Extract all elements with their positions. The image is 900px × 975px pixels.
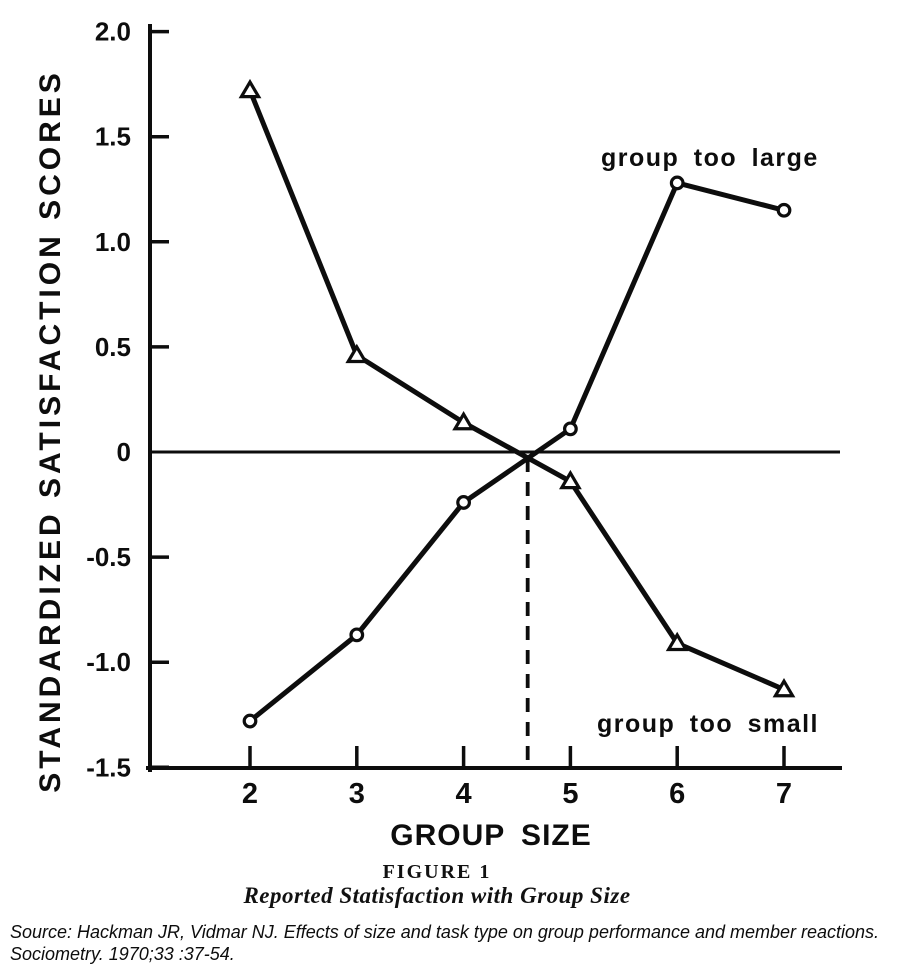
y-tick-label: 0.5 [95, 332, 131, 362]
circle-marker [349, 627, 365, 643]
line-group-too-large [247, 180, 787, 724]
satisfaction-line-chart: 2.0 1.5 1.0 0.5 0 -0.5 -1.0 -1.5 2 3 4 5 6 7 STANDARD… [34, 17, 842, 908]
x-tick-label: 6 [669, 778, 685, 810]
x-tick-label: 2 [242, 778, 258, 810]
y-tick-label: 1.5 [95, 122, 131, 152]
series-label-group-too-small: group too small [597, 710, 819, 738]
x-tick-label: 7 [776, 778, 792, 810]
x-tick-label: 5 [562, 778, 578, 810]
x-axis-title: GROUP SIZE [390, 819, 591, 852]
circle-marker [242, 713, 258, 729]
triangle-marker [559, 469, 582, 490]
y-tick-label: 0 [117, 437, 131, 467]
source-line-2: Sociometry. 1970;33 :37-54. [10, 944, 235, 964]
triangle-marker [665, 631, 689, 652]
y-tick-label: 2.0 [95, 17, 131, 47]
triangle-marker [772, 677, 796, 698]
circle-marker [456, 495, 472, 510]
figure-title: Reported Statisfaction with Group Size [242, 883, 630, 908]
y-axis-title: STANDARDIZED SATISFACTION SCORES [34, 69, 67, 793]
figure-label: FIGURE 1 [383, 861, 492, 883]
circle-marker [776, 202, 792, 218]
y-tick-label: -0.5 [86, 542, 131, 572]
series-label-group-too-large: group too large [601, 144, 819, 172]
x-tick-label: 4 [456, 778, 472, 810]
source-citation: Source: Hackman JR, Vidmar NJ. Effects o… [10, 921, 890, 965]
source-line-1: Source: Hackman JR, Vidmar NJ. Effects o… [10, 922, 880, 942]
triangle-marker [345, 343, 369, 364]
triangle-marker [452, 411, 475, 431]
triangle-marker [238, 78, 262, 99]
circle-marker [563, 421, 578, 437]
circle-marker [669, 175, 685, 191]
x-tick-label: 3 [349, 778, 365, 810]
y-tick-label: -1.5 [86, 752, 131, 782]
y-tick-label: -1.0 [86, 647, 131, 677]
line-group-too-small [247, 87, 787, 693]
y-tick-label: 1.0 [95, 227, 131, 257]
plot-area: 2.0 1.5 1.0 0.5 0 -0.5 -1.0 -1.5 2 3 4 5 6 7 [86, 17, 842, 810]
